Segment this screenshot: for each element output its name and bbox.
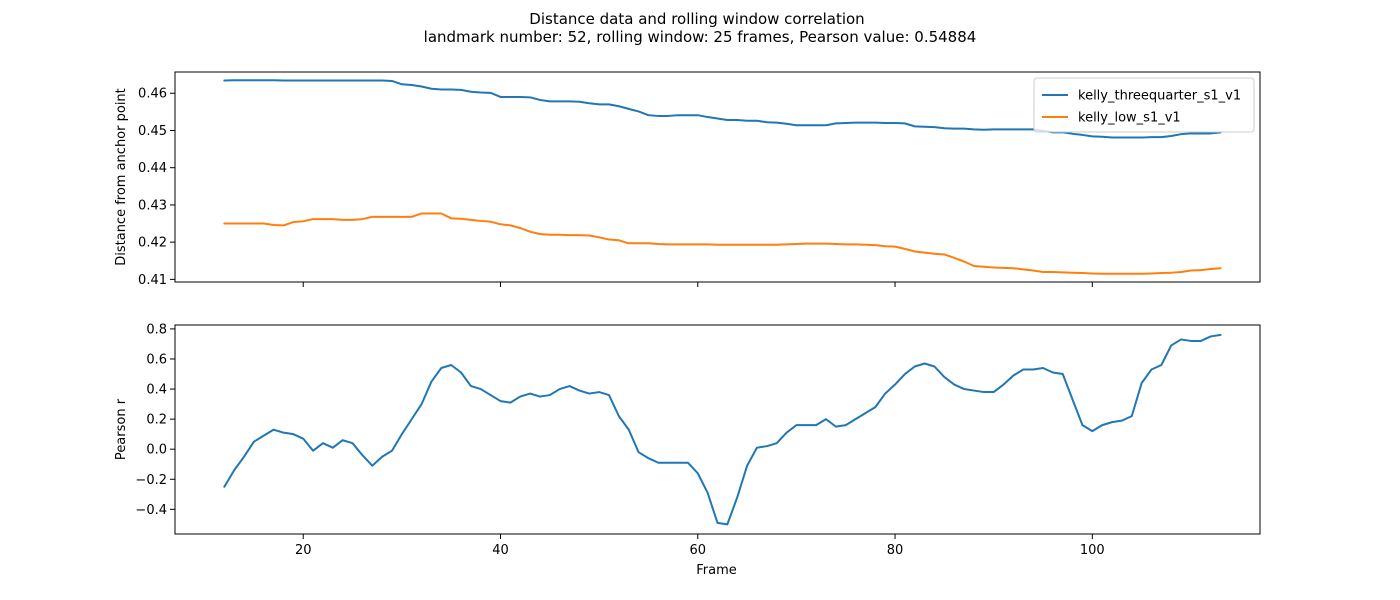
y-tick-label: 0.42 — [138, 236, 167, 251]
distance-chart: 0.41 0.42 0.43 0.44 0.45 0.46 Distance from an… — [114, 71, 1261, 288]
legend-box — [1033, 77, 1255, 133]
y-axis-label: Pearson r — [114, 398, 129, 460]
axes-frame — [174, 324, 1261, 535]
x-tick-label: 100 — [1080, 543, 1105, 558]
y-axis-label: Distance from anchor point — [114, 88, 129, 266]
series-line-series-0 — [223, 333, 1222, 526]
y-tick-label: 0.6 — [146, 352, 167, 367]
x-tick-label: 60 — [689, 543, 706, 558]
y-tick-label: −0.4 — [135, 503, 167, 518]
y-tick-label: 0.2 — [146, 413, 167, 428]
y-tick-label: 0.4 — [146, 383, 167, 398]
axes-frame — [174, 71, 1261, 283]
y-tick-label: 0.41 — [138, 273, 167, 288]
pearson-chart: 20 40 60 80 100 −0.4 −0.2 0.0 0.2 0.4 0.6 0.8 Pearso… — [114, 322, 1261, 578]
y-tick-label: 0.44 — [138, 161, 167, 176]
x-axis-label: Frame — [696, 563, 737, 578]
figure-title: Distance data and rolling window correla… — [529, 10, 864, 28]
y-tick-label: 0.43 — [138, 198, 167, 213]
x-tick-label: 80 — [887, 543, 904, 558]
series-line-kelly_low_s1_v1 — [223, 212, 1222, 275]
y-tick-label: 0.0 — [146, 443, 167, 458]
y-tick-label: 0.45 — [138, 124, 167, 139]
x-tick-label: 40 — [492, 543, 509, 558]
legend: kelly_threequarter_s1_v1 kelly_low_s1_v1 — [1033, 77, 1255, 133]
y-tick-label: 0.8 — [146, 322, 167, 337]
y-tick-label: −0.2 — [135, 473, 167, 488]
legend-entry-kelly_threequarter_s1_v1: kelly_threequarter_s1_v1 — [1078, 89, 1241, 104]
figure-subtitle: landmark number: 52, rolling window: 25 … — [424, 28, 977, 46]
y-tick-label: 0.46 — [138, 87, 167, 102]
legend-entry-kelly_low_s1_v1: kelly_low_s1_v1 — [1078, 111, 1181, 126]
x-tick-label: 20 — [295, 543, 312, 558]
